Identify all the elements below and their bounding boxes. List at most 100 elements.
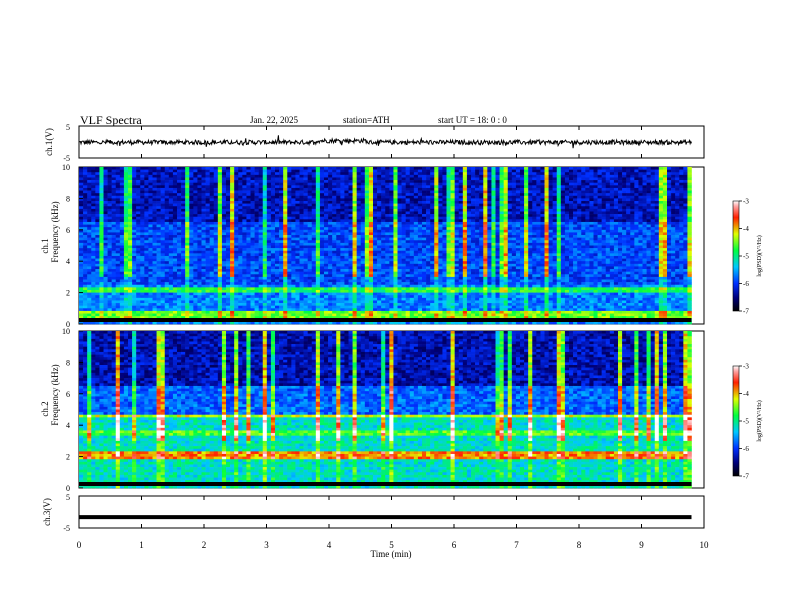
spectrogram-cell	[340, 224, 345, 228]
spectrogram-cell	[524, 195, 529, 199]
spectrogram-cell	[446, 248, 451, 252]
spectrogram-cell	[177, 169, 182, 173]
spectrogram-cell	[417, 245, 423, 249]
spectrogram-cell	[589, 187, 594, 191]
spectrogram-cell	[638, 195, 643, 199]
spectrogram-cell	[671, 201, 676, 204]
spectrogram-cell	[646, 201, 651, 204]
spectrogram-cell	[156, 224, 161, 228]
spectrogram-cell	[532, 203, 537, 207]
spectrogram-cell	[658, 206, 664, 210]
spectrogram-cell	[552, 203, 558, 207]
spectrogram-cell	[168, 250, 174, 254]
spectrogram-cell	[152, 227, 157, 231]
spectrogram-cell	[434, 187, 439, 191]
spectrogram-cell	[340, 221, 345, 225]
spectrogram-cell	[287, 219, 292, 223]
spectrogram-cell	[136, 224, 141, 228]
spectrogram-cell	[442, 206, 447, 210]
spectrogram-cell	[177, 240, 182, 244]
spectrogram-cell	[511, 172, 517, 176]
spectrogram-cell	[626, 193, 631, 197]
spectrogram-cell	[332, 206, 337, 210]
spectrogram-cell	[552, 214, 558, 218]
spectrogram-cell	[638, 169, 643, 173]
spectrogram-cell	[654, 208, 660, 212]
spectrogram-cell	[438, 198, 443, 202]
spectrogram-cell	[679, 248, 684, 252]
spectrogram-cell	[144, 172, 149, 176]
spectrogram-cell	[532, 240, 537, 244]
spectrogram-cell	[544, 227, 549, 231]
spectrogram-cell	[381, 198, 386, 202]
spectrogram-cell	[352, 172, 357, 176]
spectrogram-cell	[352, 185, 357, 189]
spectrogram-cell	[352, 232, 357, 236]
spectrogram-cell	[356, 248, 362, 252]
spectrogram-cell	[164, 237, 170, 241]
spectrogram-cell	[679, 211, 684, 215]
spectrogram-cell	[667, 172, 672, 176]
spectrogram-cell	[332, 174, 337, 178]
spectrogram-cell	[315, 190, 321, 194]
spectrogram-cell	[328, 221, 333, 225]
spectrogram-cell	[683, 216, 688, 220]
spectrogram-cell	[373, 250, 378, 254]
spectrogram-cell	[573, 180, 578, 183]
spectrogram-cell	[503, 180, 509, 183]
spectrogram-cell	[520, 182, 525, 186]
spectrogram-cell	[552, 242, 558, 246]
spectrogram-cell	[119, 242, 125, 246]
spectrogram-cell	[389, 193, 394, 197]
spectrogram-cell	[348, 182, 353, 186]
spectrogram-cell	[87, 169, 92, 173]
spectrogram-cell	[601, 216, 607, 220]
spectrogram-cell	[193, 190, 198, 194]
spectrogram-cell	[348, 206, 353, 210]
spectrogram-cell	[132, 174, 137, 178]
spectrogram-cell	[471, 245, 476, 249]
spectrogram-cell	[213, 203, 219, 207]
spectrogram-cell	[622, 190, 627, 194]
spectrogram-cell	[168, 208, 174, 212]
spectrogram-cell	[446, 242, 451, 246]
spectrogram-cell	[221, 229, 227, 233]
spectrogram-cell	[585, 172, 590, 176]
spectrogram-cell	[246, 174, 251, 178]
spectrogram-cell	[295, 229, 300, 233]
spectrogram-cell	[266, 240, 272, 244]
spectrogram-cell	[160, 195, 166, 199]
spectrogram-cell	[528, 219, 533, 223]
spectrogram-cell	[622, 235, 627, 238]
spectrogram-cell	[609, 208, 615, 212]
spectrogram-cell	[638, 206, 643, 210]
spectrogram-cell	[189, 240, 194, 244]
spectrogram-cell	[544, 216, 549, 220]
spectrogram-cell	[597, 182, 602, 186]
spectrogram-cell	[123, 229, 129, 233]
spectrogram-cell	[356, 174, 362, 178]
spectrogram-cell	[299, 248, 304, 252]
spectrogram-cell	[471, 211, 476, 215]
spectrogram-cell	[275, 232, 280, 236]
spectrogram-cell	[613, 185, 619, 189]
spectrogram-cell	[340, 182, 345, 186]
spectrogram-cell	[662, 235, 668, 238]
spectrogram-cell	[515, 250, 521, 254]
spectrogram-cell	[332, 242, 337, 246]
spectrogram-cell	[638, 185, 643, 189]
spectrogram-cell	[254, 201, 259, 204]
spectrogram-cell	[205, 169, 210, 173]
spectrogram-cell	[458, 167, 464, 170]
spectrogram-cell	[177, 219, 182, 223]
spectrogram-cell	[630, 187, 635, 191]
spectrogram-cell	[483, 211, 488, 215]
spectrogram-cell	[662, 206, 668, 210]
spectrogram-cell	[262, 219, 268, 223]
spectrogram-cell	[230, 219, 235, 223]
spectrogram-cell	[413, 240, 419, 244]
spectrogram-cell	[564, 198, 570, 202]
spectrogram-cell	[315, 193, 321, 197]
spectrogram-cell	[393, 193, 398, 197]
spectrogram-cell	[95, 167, 100, 170]
